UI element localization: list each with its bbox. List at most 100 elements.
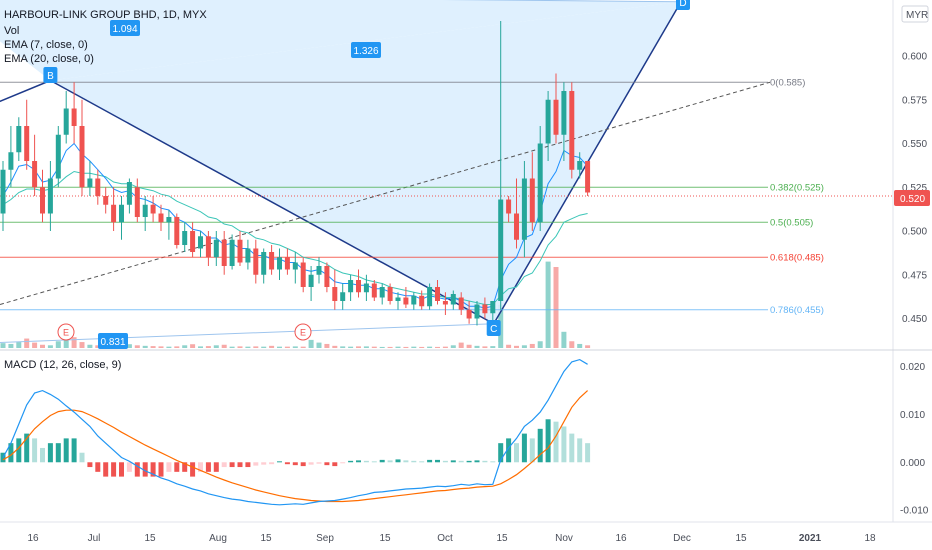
price-axis-tick: 0.500 bbox=[902, 227, 927, 238]
macd-histogram-bar bbox=[514, 443, 519, 463]
pattern-diagonal-dashed bbox=[0, 81, 771, 305]
candle-body bbox=[442, 301, 448, 305]
candle-body bbox=[8, 152, 14, 170]
volume-bar bbox=[529, 343, 535, 348]
volume-bar bbox=[569, 341, 575, 348]
macd-histogram-bar bbox=[284, 462, 290, 465]
macd-histogram-bar bbox=[237, 462, 243, 468]
volume-bar bbox=[245, 346, 251, 348]
candle-body bbox=[32, 161, 38, 188]
macd-histogram-bar bbox=[213, 462, 219, 472]
volume-bar bbox=[371, 346, 377, 348]
volume-bar bbox=[442, 346, 448, 348]
earnings-marker: E bbox=[63, 328, 69, 338]
macd-histogram-bar bbox=[174, 462, 180, 472]
volume-bar bbox=[411, 346, 417, 348]
candle-body bbox=[40, 187, 45, 214]
volume-bar bbox=[126, 344, 132, 348]
macd-legend[interactable]: MACD (12, 26, close, 9) bbox=[4, 359, 121, 371]
volume-bar bbox=[379, 346, 385, 348]
volume-bar bbox=[40, 344, 45, 348]
volume-bar bbox=[229, 346, 235, 348]
candle-body bbox=[300, 262, 306, 287]
ema7-legend[interactable]: EMA (7, close, 0) bbox=[4, 39, 88, 51]
candle-body bbox=[356, 280, 361, 293]
macd-histogram-bar bbox=[134, 462, 140, 477]
macd-line bbox=[2, 358, 588, 506]
time-axis-tick: Sep bbox=[316, 533, 334, 544]
macd-histogram-bar bbox=[103, 462, 109, 477]
volume-bar bbox=[237, 346, 243, 348]
candle-body bbox=[16, 126, 22, 153]
candle-body bbox=[119, 204, 124, 223]
macd-histogram-bar bbox=[111, 462, 117, 477]
volume-bar bbox=[474, 345, 480, 348]
chart-title[interactable]: HARBOUR-LINK GROUP BHD, 1D, MYX bbox=[4, 9, 207, 21]
macd-histogram-bar bbox=[119, 462, 124, 477]
macd-histogram-bar bbox=[474, 460, 480, 463]
candle-body bbox=[126, 182, 132, 205]
volume-bar bbox=[221, 344, 227, 348]
candle-body bbox=[190, 231, 196, 252]
fib-level-label: 0.5(0.505) bbox=[770, 217, 813, 228]
candle-body bbox=[332, 287, 338, 301]
macd-histogram-bar bbox=[8, 443, 14, 463]
time-axis-tick: 15 bbox=[735, 533, 747, 544]
macd-histogram-bar bbox=[387, 460, 393, 463]
volume-bar bbox=[198, 346, 203, 348]
ratio-xd: 1.094 bbox=[112, 24, 137, 35]
fib-level-label: 0.786(0.455) bbox=[770, 305, 824, 316]
chart-markers[interactable]: B C D 1.094 1.326 0.831 E E bbox=[43, 0, 690, 349]
candle-body bbox=[490, 301, 496, 314]
volume-bar bbox=[142, 345, 148, 348]
ema20-legend[interactable]: EMA (20, close, 0) bbox=[4, 53, 94, 65]
volume-bar bbox=[261, 346, 267, 348]
earnings-marker-circle bbox=[57, 323, 75, 341]
candle-body bbox=[0, 169, 6, 214]
candle-body bbox=[111, 204, 117, 223]
fib-level-label: 0.382(0.525) bbox=[770, 182, 824, 193]
volume-bar bbox=[545, 261, 551, 348]
earnings-marker-circle bbox=[294, 323, 312, 341]
pattern-point-c: C bbox=[490, 324, 497, 335]
candle-body bbox=[419, 295, 425, 307]
macd-histogram-bar bbox=[466, 460, 472, 463]
fibonacci-retracement[interactable]: 0(0.585) 0.382(0.525) 0.5(0.505) 0.618(0.48… bbox=[0, 77, 893, 316]
candle-body bbox=[71, 108, 77, 126]
volume-bar bbox=[466, 344, 472, 348]
earnings-marker: E bbox=[300, 328, 306, 338]
macd-histogram-bar bbox=[229, 462, 235, 468]
volume-bar bbox=[16, 342, 22, 348]
price-axis-tick: 0.600 bbox=[902, 52, 927, 63]
candle-body bbox=[529, 178, 535, 223]
macd-histogram-bar bbox=[537, 428, 543, 463]
currency-box[interactable] bbox=[901, 5, 929, 23]
candle-body bbox=[261, 252, 267, 275]
time-axis-tick: 15 bbox=[144, 533, 156, 544]
macd-axis-tick: -0.010 bbox=[900, 506, 929, 517]
macd-histogram-bar bbox=[324, 462, 330, 466]
macd-histogram-bar bbox=[190, 462, 196, 477]
candle-body bbox=[150, 204, 156, 214]
volume-bar bbox=[79, 342, 85, 348]
vol-legend[interactable]: Vol bbox=[4, 25, 19, 37]
candle-body bbox=[340, 292, 346, 301]
macd-histogram-bar bbox=[316, 462, 322, 464]
volume-bar bbox=[316, 342, 322, 348]
macd-histogram-bar bbox=[561, 426, 567, 463]
candle-body bbox=[521, 178, 527, 240]
macd-histogram-bar bbox=[379, 459, 385, 463]
volume-bar bbox=[577, 343, 583, 348]
time-axis-tick: 2021 bbox=[799, 533, 822, 544]
volume-bar bbox=[490, 346, 496, 348]
macd-histogram-bar bbox=[490, 461, 496, 463]
macd-signal-line bbox=[2, 390, 589, 503]
volume-bar bbox=[277, 346, 282, 348]
pattern-leg-xd bbox=[442, 0, 682, 3]
candle-body bbox=[205, 236, 211, 258]
pattern-fill-xbd bbox=[0, 0, 681, 81]
candle-body bbox=[569, 91, 575, 170]
candle-body bbox=[277, 257, 282, 270]
volume-bar bbox=[521, 345, 527, 348]
macd-histogram-bar bbox=[245, 462, 251, 468]
